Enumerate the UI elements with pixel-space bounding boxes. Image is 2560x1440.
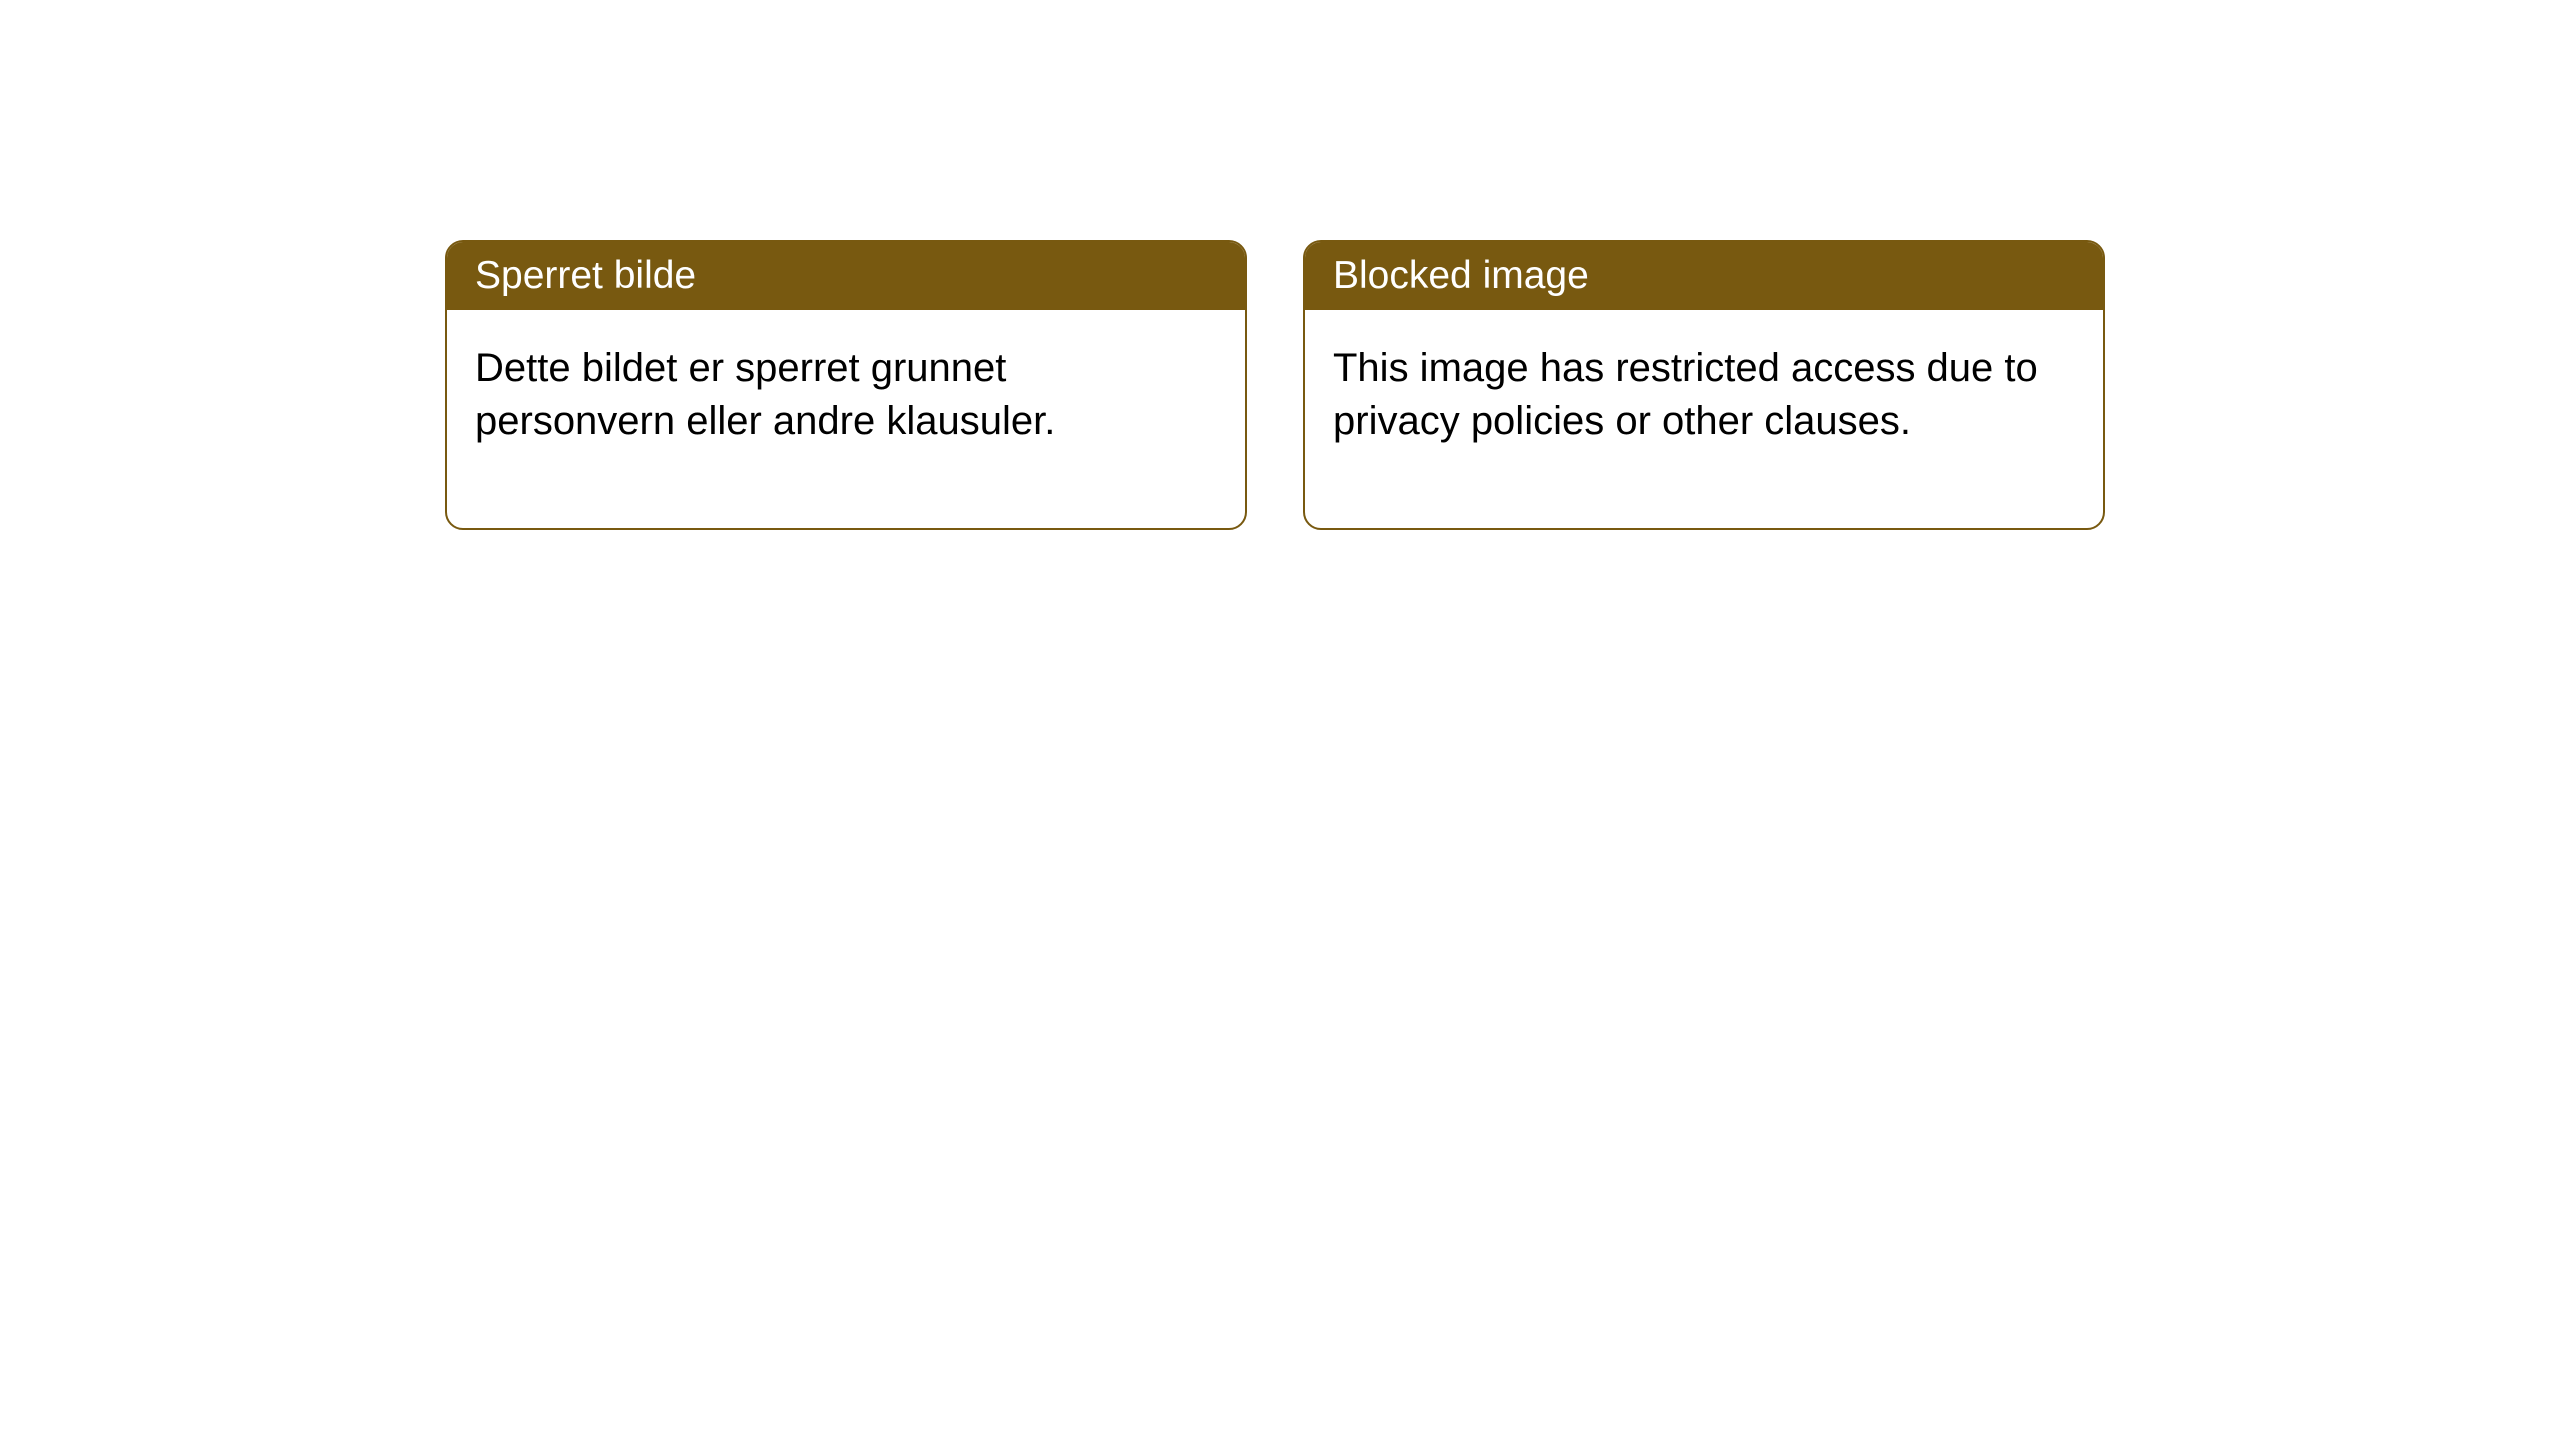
card-body: Dette bildet er sperret grunnet personve… [447, 310, 1245, 528]
card-title: Blocked image [1333, 254, 1589, 297]
notice-card-english: Blocked image This image has restricted … [1303, 240, 2105, 530]
card-body-text: This image has restricted access due to … [1333, 346, 2038, 443]
card-header: Sperret bilde [447, 242, 1245, 310]
card-body: This image has restricted access due to … [1305, 310, 2103, 528]
notice-card-norwegian: Sperret bilde Dette bildet er sperret gr… [445, 240, 1247, 530]
notice-container: Sperret bilde Dette bildet er sperret gr… [445, 240, 2105, 530]
card-body-text: Dette bildet er sperret grunnet personve… [475, 346, 1055, 443]
card-header: Blocked image [1305, 242, 2103, 310]
card-title: Sperret bilde [475, 254, 696, 297]
